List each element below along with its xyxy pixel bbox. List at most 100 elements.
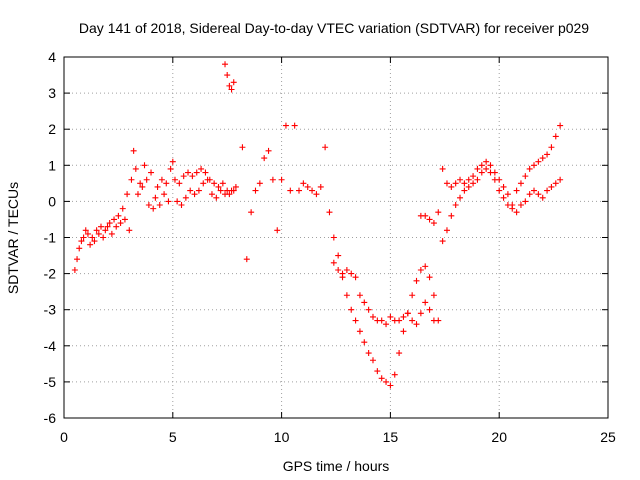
data-point — [539, 155, 546, 162]
data-point — [95, 230, 102, 237]
data-point — [500, 194, 507, 201]
data-point — [330, 259, 337, 266]
data-point — [224, 72, 231, 79]
y-tick-label: 4 — [48, 49, 56, 65]
data-point — [539, 194, 546, 201]
data-point — [269, 176, 276, 183]
data-point — [291, 122, 298, 129]
data-point — [470, 180, 477, 187]
y-tick-label: -4 — [44, 338, 57, 354]
data-point — [165, 198, 172, 205]
data-point — [195, 187, 202, 194]
data-point — [326, 209, 333, 216]
data-point — [452, 202, 459, 209]
data-point — [274, 227, 281, 234]
data-point — [93, 227, 100, 234]
y-tick-label: -5 — [44, 374, 57, 390]
data-point — [369, 357, 376, 364]
data-point — [282, 122, 289, 129]
data-point — [335, 252, 342, 259]
y-tick-label: 0 — [48, 193, 56, 209]
data-point — [91, 238, 98, 245]
data-point — [413, 277, 420, 284]
data-point — [422, 212, 429, 219]
data-point — [383, 378, 390, 385]
data-point — [517, 202, 524, 209]
data-point — [487, 162, 494, 169]
data-point — [178, 202, 185, 209]
data-point — [461, 180, 468, 187]
data-point — [439, 238, 446, 245]
data-point — [356, 328, 363, 335]
data-point — [156, 202, 163, 209]
x-tick-label: 15 — [383, 429, 399, 445]
data-point — [141, 162, 148, 169]
y-axis-label: SDTVAR / TECUs — [5, 182, 21, 294]
series-track-d — [330, 259, 437, 328]
data-point — [417, 310, 424, 317]
data-point — [243, 256, 250, 263]
data-point — [478, 162, 485, 169]
data-point — [396, 317, 403, 324]
data-point — [137, 180, 144, 187]
data-point — [426, 306, 433, 313]
y-tick-label: -1 — [44, 230, 57, 246]
series-track-c — [222, 61, 442, 389]
series-track-f — [439, 165, 564, 245]
data-point — [226, 191, 233, 198]
data-point — [500, 183, 507, 190]
data-point — [465, 176, 472, 183]
data-point — [132, 165, 139, 172]
data-point — [215, 183, 222, 190]
data-point — [496, 187, 503, 194]
data-point — [526, 191, 533, 198]
data-point — [387, 313, 394, 320]
data-point — [228, 86, 235, 93]
x-tick-label: 25 — [600, 429, 616, 445]
data-point — [176, 180, 183, 187]
data-point — [474, 165, 481, 172]
x-tick-label: 20 — [491, 429, 507, 445]
data-point — [439, 165, 446, 172]
data-point — [522, 173, 529, 180]
data-point — [161, 191, 168, 198]
data-point — [256, 180, 263, 187]
data-point — [352, 317, 359, 324]
data-point — [552, 133, 559, 140]
data-point — [374, 368, 381, 375]
data-point — [167, 165, 174, 172]
y-tick-label: 3 — [48, 85, 56, 101]
data-point — [182, 194, 189, 201]
data-point — [487, 169, 494, 176]
data-point — [544, 151, 551, 158]
data-point — [470, 173, 477, 180]
data-point — [211, 180, 218, 187]
data-point — [154, 183, 161, 190]
axis-ticks: 0 5 10 15 20 25 -6 -5 -4 -3 -2 -1 0 1 2 3 4 — [44, 49, 616, 445]
series-track-e — [417, 122, 564, 227]
data-point — [448, 212, 455, 219]
data-point — [413, 321, 420, 328]
data-point — [89, 234, 96, 241]
data-point — [119, 205, 126, 212]
data-point — [111, 216, 118, 223]
data-point — [557, 176, 564, 183]
data-point — [304, 183, 311, 190]
data-point — [87, 241, 94, 248]
data-point — [422, 299, 429, 306]
data-point — [448, 183, 455, 190]
data-point — [121, 216, 128, 223]
data-point — [409, 317, 416, 324]
data-point — [513, 187, 520, 194]
data-point — [261, 155, 268, 162]
data-point — [343, 266, 350, 273]
data-point — [124, 191, 131, 198]
data-point — [169, 158, 176, 165]
plot-frame — [63, 56, 609, 419]
x-axis-label: GPS time / hours — [283, 458, 390, 474]
data-point — [457, 176, 464, 183]
y-tick-label: 2 — [48, 121, 56, 137]
x-tick-label: 5 — [169, 429, 177, 445]
data-point — [526, 165, 533, 172]
data-point — [513, 209, 520, 216]
